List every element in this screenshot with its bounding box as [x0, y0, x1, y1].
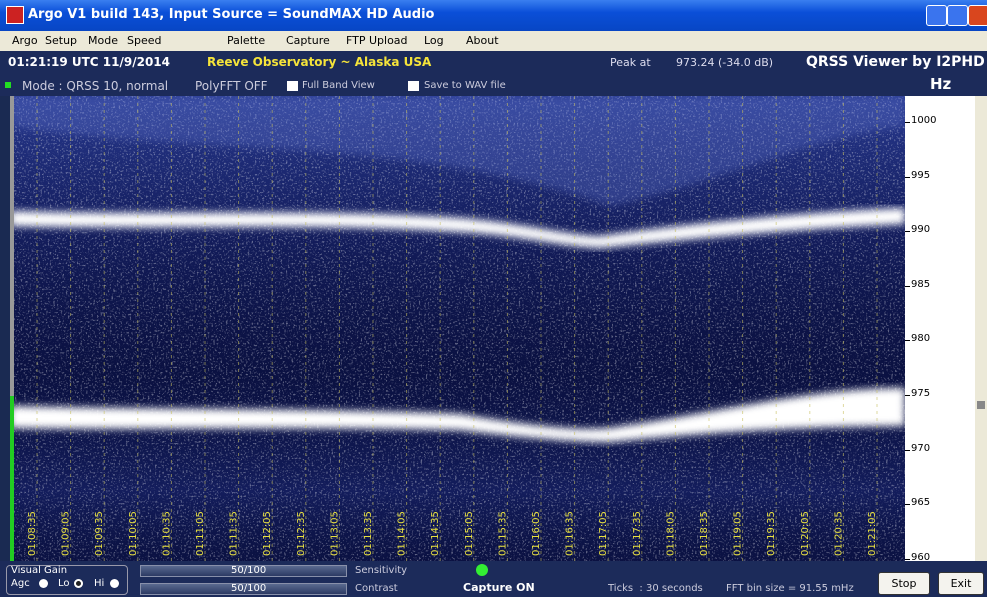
menu-item[interactable]: About: [466, 34, 499, 47]
time-label: 01:14:05: [397, 511, 408, 556]
agc-label: Agc: [11, 578, 30, 589]
time-label: 01:11:35: [229, 511, 240, 556]
time-label: 01:14:35: [430, 511, 441, 556]
fft-label: FFT bin size = 91.55 mHz: [726, 583, 854, 594]
exit-button[interactable]: Exit: [938, 572, 984, 595]
menu-item[interactable]: Argo: [12, 34, 38, 47]
time-label: 01:13:05: [329, 511, 340, 556]
hi-radio[interactable]: [110, 579, 119, 588]
menu-item[interactable]: Mode: [88, 34, 118, 47]
frequency-label: 990: [911, 224, 930, 235]
time-label: 01:17:35: [632, 511, 643, 556]
window-title: Argo V1 build 143, Input Source = SoundM…: [28, 7, 434, 22]
save-wav-checkbox[interactable]: [408, 81, 419, 91]
time-label: 01:18:05: [665, 511, 676, 556]
sensitivity-slider[interactable]: 50/100: [140, 565, 347, 577]
polyfft-label: PolyFFT OFF: [195, 79, 268, 93]
frequency-label: 965: [911, 497, 930, 508]
capture-status: Capture ON: [463, 581, 535, 594]
time-label: 01:10:05: [128, 511, 139, 556]
menu-item[interactable]: Palette: [227, 34, 265, 47]
frequency-tick: [905, 395, 910, 396]
frequency-tick: [905, 177, 910, 178]
contrast-label: Contrast: [355, 583, 398, 594]
time-label: 01:11:05: [195, 511, 206, 556]
capture-led: [476, 564, 488, 576]
maximize-button[interactable]: [947, 5, 968, 26]
app-icon: [6, 6, 24, 24]
control-panel: Visual Gain Agc Lo Hi 50/100 50/100 Sens…: [0, 561, 987, 597]
time-label: 01:12:35: [296, 511, 307, 556]
time-label: 01:18:35: [699, 511, 710, 556]
time-label: 01:17:05: [598, 511, 609, 556]
frequency-tick: [905, 122, 910, 123]
brand: QRSS Viewer by I2PHD: [806, 54, 985, 70]
full-band-checkbox[interactable]: [287, 81, 298, 91]
time-label: 01:16:05: [531, 511, 542, 556]
time-label: 01:20:05: [800, 511, 811, 556]
frequency-tick: [905, 286, 910, 287]
time-label: 01:21:05: [867, 511, 878, 556]
location: Reeve Observatory ~ Alaska USA: [207, 55, 431, 69]
menu-item[interactable]: Setup: [45, 34, 77, 47]
time-label: 01:12:05: [262, 511, 273, 556]
agc-radio[interactable]: [39, 579, 48, 588]
title-bar: Argo V1 build 143, Input Source = SoundM…: [0, 0, 987, 31]
time-label: 01:09:35: [94, 511, 105, 556]
save-wav-label: Save to WAV file: [424, 80, 506, 91]
peak-value: 973.24 (-34.0 dB): [676, 56, 773, 69]
time-label: 01:15:35: [497, 511, 508, 556]
app-window: Argo V1 build 143, Input Source = SoundM…: [0, 0, 987, 597]
unit-label: Hz: [930, 75, 951, 93]
led: [5, 82, 11, 88]
lo-radio[interactable]: [74, 579, 83, 588]
menu-item[interactable]: Speed: [127, 34, 161, 47]
peak-label: Peak at: [610, 56, 651, 69]
frequency-tick: [905, 559, 910, 560]
clock: 01:21:19 UTC 11/9/2014: [8, 55, 170, 69]
lo-label: Lo: [58, 578, 70, 589]
ticks-label: Ticks : 30 seconds: [608, 583, 703, 594]
time-label: 01:13:35: [363, 511, 374, 556]
time-label: 01:09:05: [61, 511, 72, 556]
level-meter: [10, 396, 14, 561]
contrast-value: 50/100: [231, 584, 266, 594]
menu-item[interactable]: Log: [424, 34, 444, 47]
minimize-button[interactable]: [926, 5, 947, 26]
visual-gain-label: Visual Gain: [11, 565, 67, 576]
frequency-label: 970: [911, 443, 930, 454]
right-scrollbar[interactable]: [975, 96, 987, 561]
time-label: 01:08:35: [27, 511, 38, 556]
frequency-label: 1000: [911, 115, 936, 126]
time-label: 01:20:35: [833, 511, 844, 556]
menu-bar: Argo Setup Mode Speed Palette Capture FTP Uplo…: [0, 31, 987, 51]
full-band-label: Full Band View: [302, 80, 375, 91]
time-label: 01:16:35: [565, 511, 576, 556]
sensitivity-label: Sensitivity: [355, 565, 407, 576]
menu-item[interactable]: Capture: [286, 34, 330, 47]
frequency-tick: [905, 504, 910, 505]
frequency-tick: [905, 231, 910, 232]
close-button[interactable]: [968, 5, 987, 26]
frequency-label: 995: [911, 170, 930, 181]
sensitivity-value: 50/100: [231, 566, 266, 576]
time-label: 01:10:35: [161, 511, 172, 556]
hi-label: Hi: [94, 578, 104, 589]
frequency-tick: [905, 450, 910, 451]
contrast-slider[interactable]: 50/100: [140, 583, 347, 595]
spectrogram: 01:08:35 01:09:05 01:09:35 01:10:05 01:10:35…: [10, 96, 905, 561]
frequency-tick: [905, 340, 910, 341]
time-label: 01:19:05: [733, 511, 744, 556]
info-bar: 01:21:19 UTC 11/9/2014 Reeve Observatory…: [0, 51, 987, 96]
frequency-label: 985: [911, 279, 930, 290]
mode-label: Mode : QRSS 10, normal: [22, 79, 168, 93]
time-label: 01:19:35: [766, 511, 777, 556]
time-label: 01:15:05: [464, 511, 475, 556]
frequency-label: 980: [911, 333, 930, 344]
menu-item[interactable]: FTP Upload: [346, 34, 408, 47]
frequency-label: 975: [911, 388, 930, 399]
stop-button[interactable]: Stop: [878, 572, 930, 595]
